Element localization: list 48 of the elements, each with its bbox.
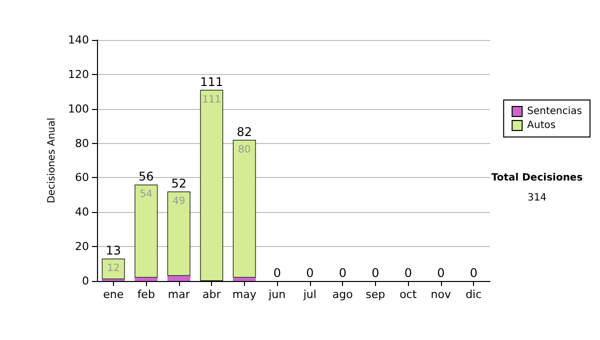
y-tick-label: 0 — [82, 274, 89, 288]
total-label: 0 — [372, 266, 380, 280]
data-label: 12 — [107, 263, 120, 274]
bar — [134, 278, 158, 281]
bar — [134, 184, 158, 278]
x-tick-label: nov — [430, 288, 452, 301]
y-tick-label: 140 — [68, 34, 89, 46]
text: Total Decisiones — [491, 172, 583, 184]
y-axis-title: Decisiones Anual — [46, 118, 58, 204]
y-tick-label: 80 — [75, 136, 89, 150]
x-tick-label: jul — [302, 288, 316, 301]
bar — [167, 191, 190, 276]
total-label: 0 — [470, 266, 478, 280]
x-tick-label: sep — [366, 288, 386, 301]
y-tick-label: 120 — [68, 68, 89, 81]
total-label: 0 — [404, 266, 412, 280]
total-label: 0 — [273, 266, 281, 280]
bar — [167, 276, 190, 281]
data-label: 111 — [202, 94, 222, 106]
text: 314 — [527, 192, 547, 204]
data-label: 49 — [172, 196, 186, 207]
total-label: 0 — [338, 266, 346, 280]
x-tick-label: oct — [400, 288, 418, 301]
total-label: 52 — [171, 176, 187, 190]
x-tick-label: abr — [202, 288, 222, 301]
bar — [232, 278, 256, 281]
x-tick-label: may — [232, 288, 257, 301]
legend-label: Autos — [527, 120, 556, 131]
y-tick-label: 60 — [75, 171, 89, 184]
x-tick-label: feb — [137, 288, 155, 301]
legend-label: Sentencias — [527, 106, 582, 117]
x-tick-label: dic — [466, 288, 482, 301]
x-tick-label: jun — [268, 288, 286, 301]
y-tick-label: 40 — [75, 206, 89, 219]
x-tick-label: ene — [103, 288, 124, 301]
total-label: 56 — [138, 170, 154, 184]
data-label: 54 — [140, 189, 152, 200]
x-tick-label: mar — [168, 288, 190, 301]
y-tick-label: 100 — [68, 102, 89, 116]
total-label: 0 — [306, 266, 314, 280]
bar — [232, 140, 256, 278]
total-label: 111 — [200, 74, 224, 89]
total-label: 82 — [236, 124, 252, 139]
total-label: 13 — [106, 244, 122, 258]
y-tick-label: 20 — [75, 240, 89, 254]
total-label: 0 — [437, 266, 445, 280]
x-tick-label: ago — [332, 288, 354, 301]
data-label: 80 — [238, 144, 251, 156]
